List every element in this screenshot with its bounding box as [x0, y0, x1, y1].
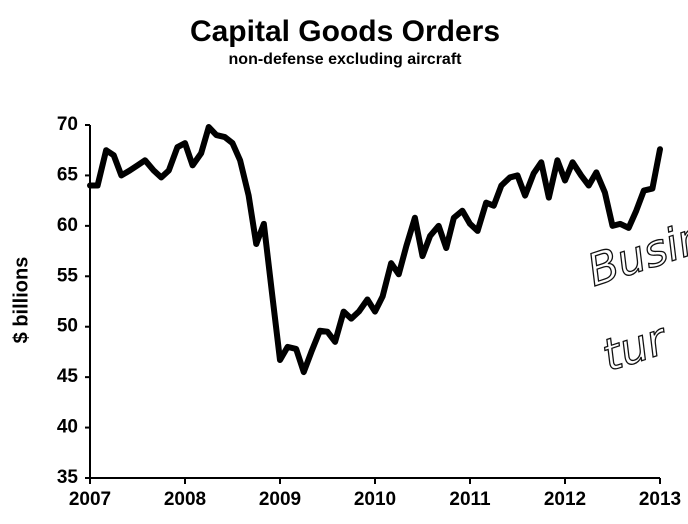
x-tick-label: 2009 — [259, 489, 301, 510]
x-tick-label: 2013 — [639, 489, 681, 510]
y-axis-label: $ billions — [10, 257, 32, 344]
x-tick-label: 2010 — [354, 489, 396, 510]
chart-subtitle: non-defense excluding aircraft — [229, 51, 463, 68]
x-tick-label: 2007 — [69, 489, 111, 510]
annotation: Busin — [581, 211, 688, 297]
y-tick-label: 65 — [57, 164, 79, 185]
y-tick-label: 40 — [57, 417, 78, 438]
x-tick-label: 2012 — [544, 489, 586, 510]
y-tick-label: 50 — [57, 316, 78, 337]
data-line — [87, 124, 663, 376]
y-tick-label: 35 — [57, 467, 79, 488]
annotation: tur — [596, 313, 675, 382]
y-tick-label: 60 — [57, 215, 78, 236]
y-tick-label: 45 — [57, 366, 79, 387]
y-tick-label: 55 — [57, 265, 79, 286]
chart-title: Capital Goods Orders — [190, 15, 500, 48]
y-tick-label: 70 — [57, 114, 78, 135]
x-tick-label: 2008 — [164, 489, 206, 510]
x-tick-label: 2011 — [449, 489, 491, 510]
